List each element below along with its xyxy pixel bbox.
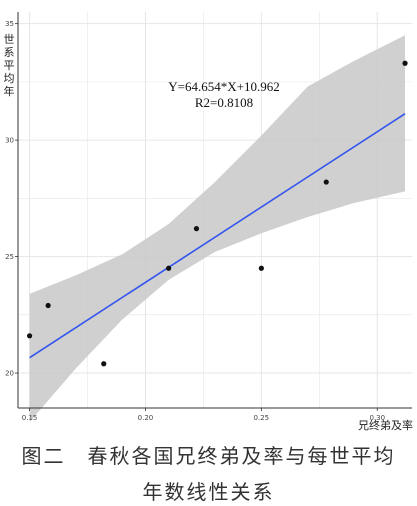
y-tick-label: 20 <box>5 370 14 378</box>
x-tick-label: 0.30 <box>369 414 385 422</box>
x-tick-label: 0.15 <box>22 414 38 422</box>
data-point <box>193 226 200 232</box>
data-point <box>45 302 51 309</box>
regression-line <box>29 113 406 359</box>
y-tick-label: 35 <box>5 20 14 28</box>
y-axis-title-char: 年 <box>4 84 15 98</box>
x-tick-label: 0.25 <box>254 414 270 422</box>
r-squared-label: R2=0.8108 <box>195 95 253 110</box>
data-point <box>26 333 33 339</box>
data-points <box>26 60 408 367</box>
y-tick-label: 30 <box>5 137 14 145</box>
data-point <box>402 60 408 66</box>
figure-caption-line-2: 年数线性关系 <box>142 480 275 504</box>
axes <box>17 12 412 409</box>
data-point <box>323 179 329 185</box>
y-tick-label: 25 <box>5 253 14 261</box>
data-point <box>166 265 172 271</box>
figure-caption-line-1: 图二 春秋各国兄终弟及率与每世平均 <box>21 444 396 468</box>
data-point <box>101 361 107 367</box>
regression-equation: Y=64.654*X+10.962 <box>168 79 279 94</box>
scatter-chart: 0.15 0.20 0.25 0.30 20 25 30 35 Y=64.654*X+10.9… <box>4 12 413 432</box>
tick-labels: 0.15 0.20 0.25 0.30 20 25 30 35 <box>5 20 385 422</box>
x-tick-label: 0.20 <box>138 414 154 422</box>
y-axis-title-char: 世 <box>4 33 15 46</box>
y-axis-title-char: 平 <box>4 59 15 72</box>
y-axis-title-char: 系 <box>4 46 15 59</box>
y-axis-title-char: 均 <box>4 72 15 85</box>
x-axis-title: 兄终弟及率 <box>358 418 413 432</box>
data-point <box>258 265 264 271</box>
confidence-band <box>29 35 405 423</box>
